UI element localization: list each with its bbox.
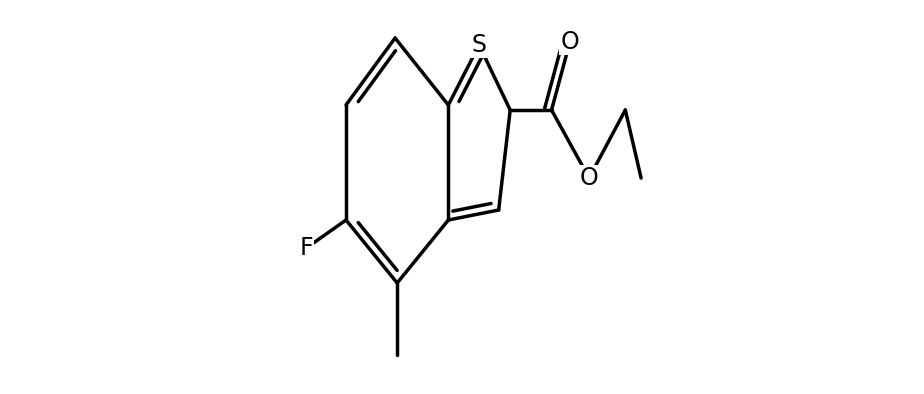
Text: O: O [579, 166, 599, 190]
Text: O: O [561, 30, 579, 54]
Text: S: S [471, 33, 487, 57]
Text: F: F [299, 236, 313, 260]
